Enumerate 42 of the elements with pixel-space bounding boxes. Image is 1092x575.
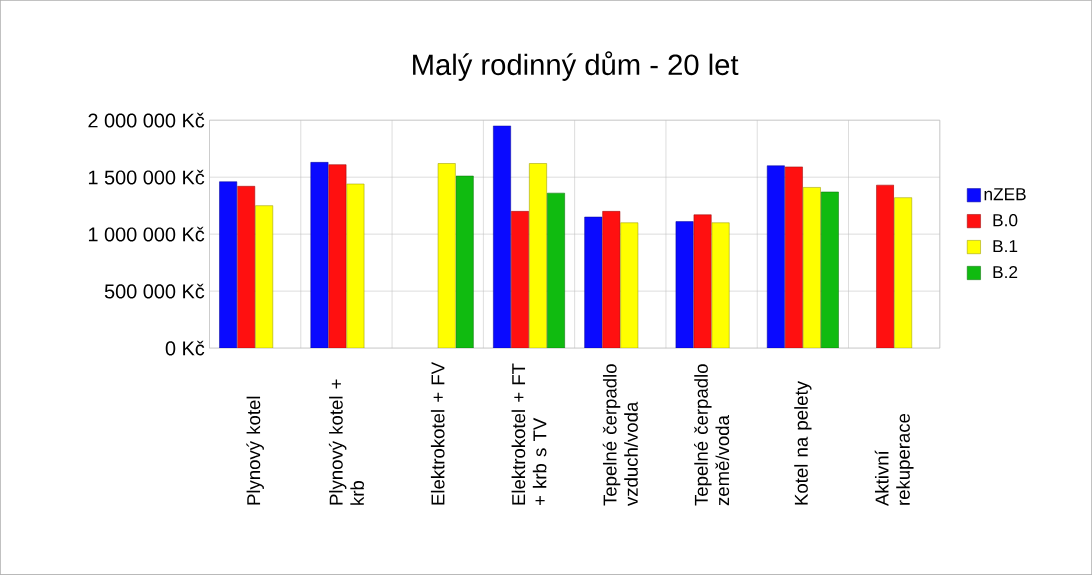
bar	[455, 175, 474, 349]
bar	[876, 184, 895, 349]
bar	[711, 222, 730, 349]
bar	[602, 211, 621, 349]
x-tick-label: Plynový kotel	[246, 396, 264, 505]
bar	[255, 205, 274, 349]
legend-label: B.2	[993, 266, 1018, 279]
chart-title: Malý rodinný dům - 20 let	[413, 51, 739, 81]
bar	[802, 187, 821, 349]
y-tick-label: 2 000 000 Kč	[88, 112, 205, 128]
x-tick-label: Plynový kotel + krb	[328, 379, 364, 505]
bar	[584, 216, 603, 349]
bar	[693, 214, 712, 349]
bar	[237, 186, 256, 349]
legend-label: B.1	[993, 240, 1018, 253]
bar	[493, 125, 511, 349]
y-tick-label: 1 500 000 Kč	[88, 169, 205, 185]
bar	[766, 165, 785, 349]
x-tick-label: Elektrokotel + FT + krb s TV	[511, 363, 547, 506]
x-tick-label: Tepelné čerpadlo vzduch/voda	[602, 364, 638, 507]
bar	[529, 163, 547, 349]
bar	[620, 222, 639, 349]
bar	[511, 211, 529, 349]
x-tick-label: Aktivní rekuperace	[874, 413, 914, 507]
bar	[328, 164, 347, 349]
bar	[437, 163, 456, 349]
y-tick-label: 1 000 000 Kč	[88, 226, 205, 242]
bar	[547, 192, 565, 349]
y-tick-label: 0 Kč	[165, 340, 205, 356]
bar	[346, 183, 365, 349]
bar	[894, 197, 913, 349]
x-tick-label: Tepelné čerpadlo země/voda	[694, 364, 730, 506]
bar	[784, 166, 803, 349]
x-tick-label: Elektrokotel + FV	[430, 362, 445, 505]
bar	[675, 221, 694, 349]
legend-label: nZEB	[984, 188, 1026, 201]
bar	[820, 191, 839, 349]
bar	[219, 181, 238, 349]
bar	[310, 162, 329, 349]
y-tick-label: 500 000 Kč	[104, 283, 205, 299]
legend-label: B.0	[993, 214, 1018, 227]
x-tick-label: Kotel na pelety	[794, 381, 812, 505]
